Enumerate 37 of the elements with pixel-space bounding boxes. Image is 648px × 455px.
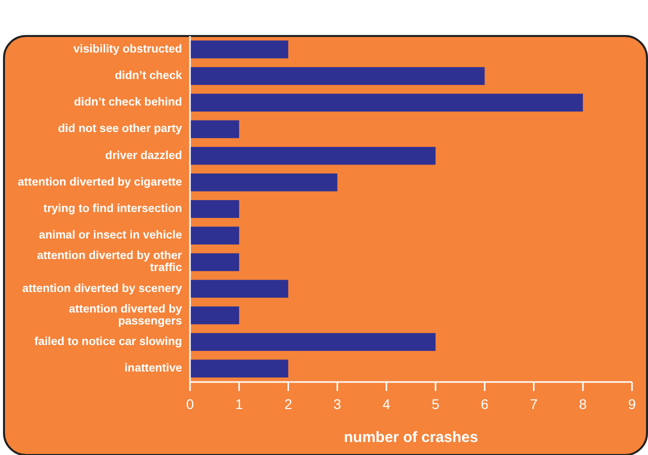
bar — [190, 226, 240, 245]
y-tick-label: didn’t check — [114, 70, 183, 82]
x-tick-label: 0 — [186, 396, 194, 412]
bar — [190, 120, 240, 138]
bar — [190, 306, 240, 324]
x-tick-label: 9 — [628, 396, 636, 412]
y-tick-label: driver dazzled — [105, 150, 182, 162]
x-tick-label: 5 — [432, 396, 440, 412]
bar — [190, 253, 240, 272]
y-tick-label: attention diverted by cigarette — [18, 176, 182, 188]
y-tick-label: animal or insect in vehicle — [38, 230, 182, 242]
bar — [190, 200, 240, 218]
bar — [190, 360, 288, 378]
bar — [190, 173, 338, 192]
x-tick-label: 2 — [284, 396, 292, 412]
x-tick-label: 8 — [578, 396, 587, 412]
bar — [190, 94, 583, 112]
y-tick-label: visibility obstructed — [73, 43, 182, 56]
x-tick-label: 4 — [382, 396, 391, 412]
x-tick-label: 1 — [235, 396, 244, 412]
x-tick-label: 3 — [333, 396, 342, 412]
bar — [190, 280, 288, 298]
bar — [190, 40, 288, 58]
y-tick-label: attention diverted by scenery — [22, 282, 183, 295]
x-tick-label: 7 — [530, 396, 538, 412]
bar — [190, 67, 485, 85]
y-tick-label: attention diverted by other traffic — [36, 250, 183, 274]
y-tick-label: trying to find intersection — [43, 203, 182, 215]
x-axis-title: number of crashes — [344, 429, 478, 446]
x-tick-label: 6 — [480, 396, 489, 412]
bar — [190, 333, 436, 351]
bar — [190, 146, 436, 165]
y-tick-label: attention diverted by passengers — [68, 303, 183, 328]
y-tick-label: did not see other party — [58, 123, 183, 136]
y-tick-label: didn’t check behind — [74, 96, 182, 109]
y-tick-label: failed to notice car slowing — [34, 336, 182, 348]
y-tick-label: inattentive — [124, 362, 182, 375]
